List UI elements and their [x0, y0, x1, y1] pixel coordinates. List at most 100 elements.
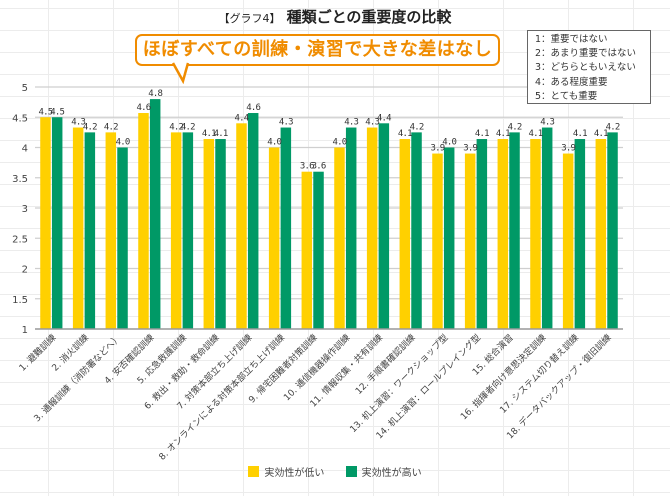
bar-chart: 11.522.533.544.55 4.54.54.34.2 4.24.04.64…	[12, 83, 623, 463]
legend-swatch-high	[345, 466, 357, 477]
bar	[72, 127, 84, 329]
bar	[476, 139, 488, 329]
scale-legend-item: 4：ある程度重要	[535, 76, 608, 88]
y-tick-label: 2.5	[12, 234, 28, 245]
bar-value-label: 4.0	[267, 138, 281, 148]
bar-value-label: 4.2	[83, 122, 97, 132]
bar	[117, 147, 128, 329]
scale-legend-item: 3：どちらともいえない	[535, 62, 636, 74]
bar-value-label: 4.1	[529, 129, 543, 139]
bar-value-label: 4.1	[573, 129, 587, 139]
bar-value-label: 4.0	[442, 138, 456, 148]
bar	[170, 132, 182, 329]
callout-box: ほぼすべての訓練・演習で大きな差はなし	[135, 34, 500, 66]
bar	[443, 147, 455, 329]
bar	[562, 153, 574, 329]
legend-label-low: 実効性が低い	[264, 468, 325, 479]
bar-value-label: 4.2	[181, 122, 195, 132]
bar	[464, 153, 476, 329]
bar	[399, 139, 411, 329]
bar	[411, 132, 422, 329]
y-axis-ticks: 1 1.5 2 2.5 3 3.5 4 4.5 5	[12, 83, 28, 336]
chart-title-tag: 【グラフ4】	[218, 12, 281, 25]
bar	[366, 127, 378, 329]
bar-value-label: 4.0	[116, 138, 130, 148]
bar-value-label: 3.6	[312, 162, 326, 172]
bar	[268, 147, 280, 329]
bar	[530, 139, 541, 329]
bar	[51, 117, 63, 329]
scale-legend-item: 2：あまり重要ではない	[535, 48, 637, 60]
bar	[541, 127, 553, 329]
bar-value-label: 4.3	[344, 118, 358, 128]
bar	[574, 139, 586, 329]
bar-value-label: 4.4	[377, 113, 391, 123]
bar	[497, 139, 509, 329]
bar	[84, 132, 96, 329]
bar	[607, 132, 618, 329]
bar-value-label: 4.4	[235, 113, 249, 123]
callout-text: ほぼすべての訓練・演習で大きな差はなし	[142, 39, 493, 60]
bar-value-label: 4.1	[496, 129, 510, 139]
bar	[301, 171, 313, 329]
bar	[138, 113, 149, 329]
series-legend: 実効性が低い 実効性が高い	[0, 464, 670, 480]
bar	[345, 127, 357, 329]
y-tick-label: 5	[22, 83, 28, 94]
legend-swatch-low	[248, 466, 260, 477]
bar-value-label: 4.5	[39, 107, 53, 117]
bar	[378, 123, 390, 329]
bar	[236, 123, 247, 329]
scale-legend: 1：重要ではない 2：あまり重要ではない 3：どちらともいえない 4：ある程度重…	[527, 30, 651, 104]
y-tick-label: 4	[22, 144, 28, 155]
bar	[182, 132, 194, 329]
bar-value-label: 3.9	[431, 144, 445, 154]
bar-value-label: 4.1	[214, 129, 228, 139]
legend-item-low: 実効性が低い	[248, 464, 324, 479]
bar	[105, 132, 117, 329]
y-tick-label: 1	[22, 325, 28, 336]
chart-title: 【グラフ4】 種類ごとの重要度の比較	[0, 6, 670, 27]
y-tick-label: 1.5	[12, 295, 28, 306]
scale-legend-item: 1：重要ではない	[535, 34, 608, 45]
x-tick-label: 12. 手順書確認訓練	[353, 332, 418, 397]
bar	[595, 139, 607, 329]
bars	[40, 99, 618, 329]
y-tick-label: 4.5	[12, 113, 28, 124]
bar-value-label: 3.9	[561, 144, 575, 154]
legend-label-high: 実効性が高い	[361, 468, 422, 479]
bar-value-label: 4.2	[508, 122, 522, 132]
bar-value-label: 4.3	[71, 118, 85, 128]
bar-value-label: 4.3	[540, 118, 554, 128]
callout-tail	[171, 62, 190, 84]
bar	[149, 99, 161, 329]
bar-value-label: 4.2	[169, 122, 183, 132]
bar-value-label: 4.1	[398, 129, 412, 139]
bar-value-label: 4.6	[137, 103, 151, 113]
value-labels: 4.54.54.34.2 4.24.04.64.84.24.24.14.14.44…	[39, 89, 621, 172]
bar-value-label: 3.6	[300, 162, 314, 172]
bar	[334, 147, 345, 329]
gridlines	[35, 86, 623, 300]
bar-value-label: 4.0	[333, 138, 347, 148]
bar-value-label: 4.1	[594, 129, 608, 139]
bar-value-label: 4.1	[475, 129, 489, 139]
y-tick-label: 3.5	[12, 174, 28, 185]
bar	[247, 113, 259, 329]
bar-value-label: 4.8	[148, 89, 162, 99]
bar-value-label: 3.9	[463, 144, 477, 154]
bar	[203, 139, 215, 329]
bar-value-label: 4.5	[50, 107, 64, 117]
bar	[313, 171, 324, 329]
bar-value-label: 4.2	[104, 122, 118, 132]
y-tick-label: 3	[22, 204, 28, 215]
scale-legend-item: 5：とても重要	[535, 90, 598, 102]
bar-value-label: 4.6	[246, 103, 260, 113]
bar-value-label: 4.3	[279, 118, 293, 128]
bar	[432, 153, 443, 329]
bar	[215, 139, 226, 329]
bar-value-label: 4.1	[202, 129, 216, 139]
bar	[40, 117, 51, 329]
legend-item-high: 実効性が高い	[345, 464, 422, 479]
